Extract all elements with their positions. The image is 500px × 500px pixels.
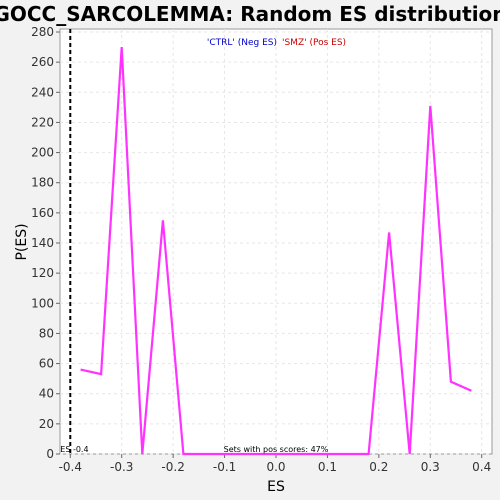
- x-tick-label: -0.4: [59, 460, 82, 474]
- y-tick-label: 80: [39, 326, 54, 340]
- series-line: [80, 47, 472, 456]
- grid: [60, 29, 492, 455]
- legend-smz: 'SMZ' (Pos ES): [282, 38, 346, 48]
- y-tick-label: 260: [31, 55, 54, 69]
- y-tick-label: 160: [31, 206, 54, 220]
- x-axis: -0.4 -0.3 -0.2 -0.1 0.0 0.1 0.2 0.3 0.4: [59, 454, 491, 474]
- y-tick-label: 60: [39, 357, 54, 371]
- x-tick-label: -0.2: [161, 460, 184, 474]
- y-tick-label: 0: [46, 447, 54, 461]
- y-tick-label: 240: [31, 85, 54, 99]
- sets-note: Sets with pos scores: 47%: [224, 445, 329, 454]
- x-tick-label: 0.2: [369, 460, 388, 474]
- y-tick-label: 280: [31, 25, 54, 39]
- legend-ctrl: 'CTRL' (Neg ES): [207, 38, 277, 48]
- x-tick-label: 0.0: [266, 460, 285, 474]
- chart-title: GOCC_SARCOLEMMA: Random ES distribution: [0, 2, 500, 26]
- y-tick-label: 120: [31, 266, 54, 280]
- y-axis: 0 20 40 60 80 100 120 140 160 180 200 220 240 260 280: [31, 25, 60, 461]
- y-tick-label: 200: [31, 146, 54, 160]
- x-axis-label: ES: [267, 479, 285, 495]
- x-tick-label: -0.3: [110, 460, 133, 474]
- y-tick-label: 40: [39, 387, 54, 401]
- y-tick-label: 220: [31, 115, 54, 129]
- x-tick-label: 0.3: [421, 460, 440, 474]
- y-tick-label: 20: [39, 417, 54, 431]
- es-marker-label: ES -0.4: [60, 445, 88, 454]
- x-tick-label: 0.4: [472, 460, 491, 474]
- y-axis-label: P(ES): [14, 223, 30, 260]
- series-group: [80, 46, 472, 456]
- y-tick-label: 100: [31, 296, 54, 310]
- y-tick-label: 140: [31, 236, 54, 250]
- x-tick-label: 0.1: [318, 460, 337, 474]
- x-tick-label: -0.1: [213, 460, 236, 474]
- y-tick-label: 180: [31, 176, 54, 190]
